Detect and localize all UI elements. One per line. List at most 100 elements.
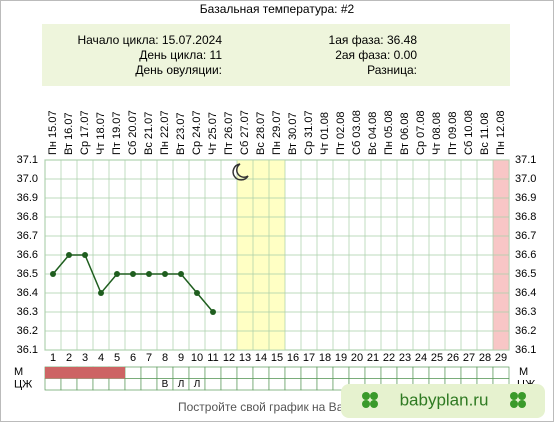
x-tick-label: 11 bbox=[207, 352, 218, 364]
footer: Постройте свой график на Ba bbox=[178, 400, 344, 414]
cz-cell bbox=[124, 378, 142, 391]
x-tick-label: 25 bbox=[431, 352, 443, 364]
top-label: Сб 10.08 bbox=[463, 110, 475, 155]
m-cell bbox=[476, 366, 494, 379]
top-label: Сб 03.08 bbox=[351, 110, 363, 155]
top-label: Ср 07.08 bbox=[415, 110, 427, 155]
cz-cell bbox=[140, 378, 158, 391]
menses-mark bbox=[77, 367, 93, 379]
cz-cell bbox=[44, 378, 62, 391]
clover-left bbox=[362, 392, 378, 408]
badge bbox=[341, 384, 545, 418]
m-cell bbox=[444, 366, 462, 379]
y-tick-label-right: 36.4 bbox=[515, 287, 536, 299]
y-tick-label-right: 36.7 bbox=[515, 230, 536, 242]
top-label: Пн 15.07 bbox=[47, 110, 59, 155]
x-tick-label: 23 bbox=[399, 352, 411, 364]
x-tick-label: 3 bbox=[82, 352, 88, 364]
x-tick-label: 10 bbox=[191, 352, 203, 364]
x-tick-label: 29 bbox=[495, 352, 507, 364]
m-cell bbox=[156, 366, 174, 379]
info-right: 2ая фаза: 0.00 bbox=[335, 48, 417, 62]
y-tick-label-right: 36.9 bbox=[515, 192, 536, 204]
m-cell bbox=[172, 366, 190, 379]
top-label: Пн 05.08 bbox=[383, 110, 395, 155]
top-label: Сб 27.07 bbox=[239, 110, 251, 155]
temp-point bbox=[50, 271, 56, 277]
top-label: Пт 09.08 bbox=[447, 111, 459, 155]
temp-point bbox=[82, 252, 88, 258]
m-cell bbox=[124, 366, 142, 379]
top-label: Чт 08.08 bbox=[431, 112, 443, 155]
y-tick-label: 36.9 bbox=[17, 192, 38, 204]
y-tick-label: 36.2 bbox=[17, 325, 38, 337]
m-cell bbox=[380, 366, 398, 379]
m-cell bbox=[300, 366, 318, 379]
temp-point bbox=[98, 290, 104, 296]
moon-icon bbox=[232, 163, 249, 181]
menses-mark bbox=[93, 367, 109, 379]
temp-point bbox=[210, 309, 216, 315]
m-cell bbox=[236, 366, 254, 379]
clover-right bbox=[510, 392, 526, 408]
info-left: День овуляции: bbox=[135, 63, 222, 77]
y-tick-label: 36.7 bbox=[17, 230, 38, 242]
y-tick-label-right: 36.5 bbox=[515, 268, 536, 280]
temp-point bbox=[146, 271, 152, 277]
x-tick-label: 5 bbox=[114, 352, 120, 364]
cz-cell bbox=[316, 378, 334, 391]
row-label: ЦЖ bbox=[14, 378, 32, 390]
top-label: Вс 04.08 bbox=[367, 112, 379, 155]
y-tick-label: 36.5 bbox=[17, 268, 38, 280]
chart-title: Базальная температура: #2 bbox=[200, 2, 355, 16]
temp-point bbox=[130, 271, 136, 277]
m-cell bbox=[188, 366, 206, 379]
top-label: Вт 06.08 bbox=[399, 112, 411, 155]
x-tick-label: 7 bbox=[146, 352, 152, 364]
cz-cell bbox=[268, 378, 286, 391]
y-tick-label: 36.8 bbox=[17, 211, 38, 223]
row-label-right: М bbox=[519, 366, 528, 378]
m-cell bbox=[252, 366, 270, 379]
x-tick-label: 26 bbox=[447, 352, 459, 364]
x-tick-label: 8 bbox=[162, 352, 168, 364]
x-tick-label: 6 bbox=[130, 352, 136, 364]
y-tick-label-right: 36.2 bbox=[515, 325, 536, 337]
y-tick-label: 37.1 bbox=[17, 154, 38, 166]
cz-cell bbox=[252, 378, 270, 391]
x-tick-label: 22 bbox=[383, 352, 395, 364]
badge-text: babyplan.ru bbox=[400, 390, 489, 409]
menses-mark bbox=[45, 367, 61, 379]
y-tick-label: 36.4 bbox=[17, 287, 38, 299]
cervical-label: Л bbox=[178, 379, 185, 390]
temp-point bbox=[162, 271, 168, 277]
top-label: Пт 19.07 bbox=[111, 111, 123, 155]
x-tick-label: 17 bbox=[303, 352, 315, 364]
cz-cell bbox=[236, 378, 254, 391]
x-tick-label: 16 bbox=[287, 352, 299, 364]
x-tick-label: 14 bbox=[255, 352, 267, 364]
temp-point bbox=[194, 290, 200, 296]
cz-cell bbox=[76, 378, 94, 391]
y-tick-label-right: 36.6 bbox=[515, 249, 536, 261]
top-label: Пт 02.08 bbox=[335, 111, 347, 155]
cervical-label: Л bbox=[194, 379, 201, 390]
top-label: Вс 21.07 bbox=[143, 112, 155, 155]
x-tick-label: 18 bbox=[319, 352, 331, 364]
y-tick-label-right: 36.1 bbox=[515, 344, 536, 356]
m-cell bbox=[364, 366, 382, 379]
x-tick-label: 24 bbox=[415, 352, 427, 364]
top-label: Вс 28.07 bbox=[255, 112, 267, 155]
temp-point bbox=[66, 252, 72, 258]
info-left: Начало цикла: 15.07.2024 bbox=[77, 33, 222, 47]
m-cell bbox=[332, 366, 350, 379]
top-label: Вт 30.07 bbox=[287, 112, 299, 155]
m-cell bbox=[204, 366, 222, 379]
m-cell bbox=[140, 366, 158, 379]
top-label: Чт 25.07 bbox=[207, 112, 219, 155]
y-tick-label: 36.3 bbox=[17, 306, 38, 318]
y-tick-label-right: 37.1 bbox=[515, 154, 536, 166]
temp-point bbox=[178, 271, 184, 277]
x-tick-label: 9 bbox=[178, 352, 184, 364]
